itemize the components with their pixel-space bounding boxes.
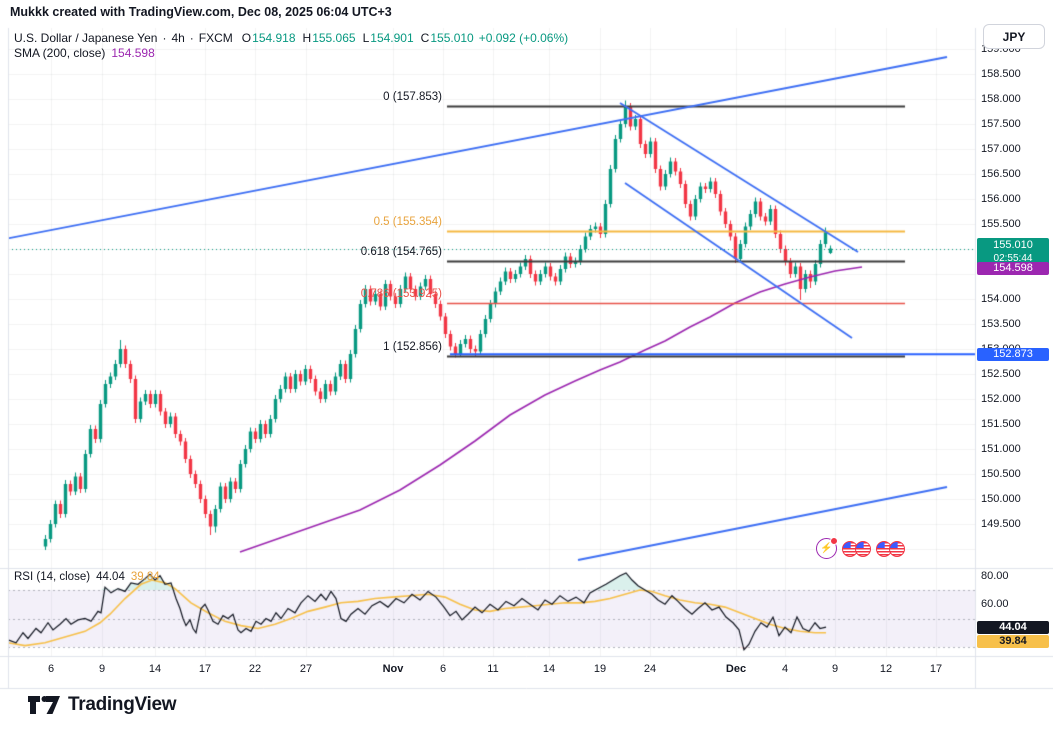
time-tick-label: 19 [593, 663, 607, 675]
change-value: +0.092 (+0.06%) [478, 31, 569, 45]
tradingview-logo[interactable]: TradingView [27, 694, 177, 716]
time-tick-label: 27 [299, 663, 313, 675]
rsi-signal-badge: 39.84 [977, 635, 1049, 648]
ohlc-item: C 155.010 [420, 31, 474, 45]
fib-level-label: 0 (157.853) [383, 91, 442, 104]
time-tick-label: 14 [542, 663, 556, 675]
time-tick-label: Nov [382, 663, 404, 675]
symbol-legend[interactable]: U.S. Dollar / Japanese Yen · 4h · FXCM O… [14, 31, 568, 45]
rsi-main-value: 44.04 [96, 571, 125, 583]
bar-countdown: 02:55:44 [993, 253, 1033, 264]
last-price-badge: 155.010 02:55:44 [977, 238, 1049, 266]
us-economic-event-icon[interactable] [855, 540, 871, 557]
price-tick-label: 151.500 [981, 418, 1021, 430]
time-tick-label: 14 [148, 663, 162, 675]
price-tick-label: 158.000 [981, 93, 1021, 105]
level-price-badge: 152.873 [977, 348, 1049, 361]
price-tick-label: 150.500 [981, 468, 1021, 480]
attribution-text: Mukkk created with TradingView.com, Dec … [10, 5, 392, 19]
price-tick-label: 158.500 [981, 68, 1021, 80]
sma-legend[interactable]: SMA (200, close) 154.598 [14, 46, 155, 60]
tradingview-logo-mark [28, 696, 60, 714]
us-economic-event-icon[interactable] [889, 540, 905, 557]
time-tick-label: 24 [643, 663, 657, 675]
time-tick-label: 17 [929, 663, 943, 675]
time-tick-label: 11 [487, 663, 499, 675]
price-tick-label: 156.000 [981, 193, 1021, 205]
ohlc-values: O 154.918 H 155.065 L 154.901 C 155.010 [242, 31, 474, 45]
price-tick-label: 155.500 [981, 218, 1021, 230]
sma-label: SMA (200, close) [14, 46, 106, 60]
price-tick-label: 150.000 [981, 493, 1021, 505]
ohlc-item: H 155.065 [302, 31, 356, 45]
time-tick-label: 6 [47, 663, 55, 675]
fib-level-label: 0.5 (155.354) [373, 216, 442, 229]
time-tick-label: 9 [831, 663, 839, 675]
time-tick-label: Dec [725, 663, 747, 675]
time-tick-label: 17 [198, 663, 212, 675]
price-tick-label: 151.000 [981, 443, 1021, 455]
rsi-tick-label: 80.00 [981, 569, 1009, 582]
time-tick-label: 4 [781, 663, 789, 675]
price-tick-label: 157.500 [981, 118, 1021, 130]
symbol-title: U.S. Dollar / Japanese Yen [14, 31, 158, 45]
interval-label: 4h [171, 31, 185, 45]
event-markers: ⚡ [816, 537, 905, 559]
price-tick-label: 154.000 [981, 293, 1021, 305]
sma-value: 154.598 [111, 46, 155, 60]
alert-lightning-icon[interactable]: ⚡ [816, 537, 838, 559]
currency-unit-button[interactable]: JPY [983, 24, 1045, 49]
fib-level-label: 0.618 (154.765) [360, 245, 442, 258]
time-tick-label: 22 [248, 663, 262, 675]
ohlc-item: O 154.918 [241, 31, 296, 45]
rsi-legend[interactable]: RSI (14, close) 44.04 39.84 [14, 571, 160, 583]
fib-level-label: 1 (152.856) [383, 341, 442, 354]
price-tick-label: 152.000 [981, 393, 1021, 405]
price-tick-label: 157.000 [981, 143, 1021, 155]
notification-dot [830, 537, 838, 545]
rsi-tick-label: 60.00 [981, 598, 1009, 611]
tradingview-logo-text: TradingView [68, 694, 177, 715]
time-tick-label: 9 [98, 663, 106, 675]
price-tick-label: 153.500 [981, 318, 1021, 330]
sma-price-badge: 154.598 [977, 262, 1049, 275]
rsi-value-badge: 44.04 [977, 621, 1049, 634]
rsi-signal-value: 39.84 [130, 571, 160, 583]
exchange-label: FXCM [198, 31, 233, 45]
ohlc-item: L 154.901 [362, 31, 414, 45]
price-tick-label: 152.500 [981, 368, 1021, 380]
rsi-label: RSI (14, close) [14, 571, 91, 583]
legend-separator: · [162, 31, 167, 45]
time-tick-label: 12 [879, 663, 893, 675]
fib-level-label: 0.786 (153.925) [360, 287, 442, 300]
last-price-value: 155.010 [993, 239, 1033, 251]
price-tick-label: 149.500 [981, 518, 1021, 530]
price-tick-label: 156.500 [981, 168, 1021, 180]
lightning-bolt-icon: ⚡ [820, 542, 833, 554]
legend-separator: · [189, 31, 194, 45]
time-tick-label: 6 [439, 663, 447, 675]
